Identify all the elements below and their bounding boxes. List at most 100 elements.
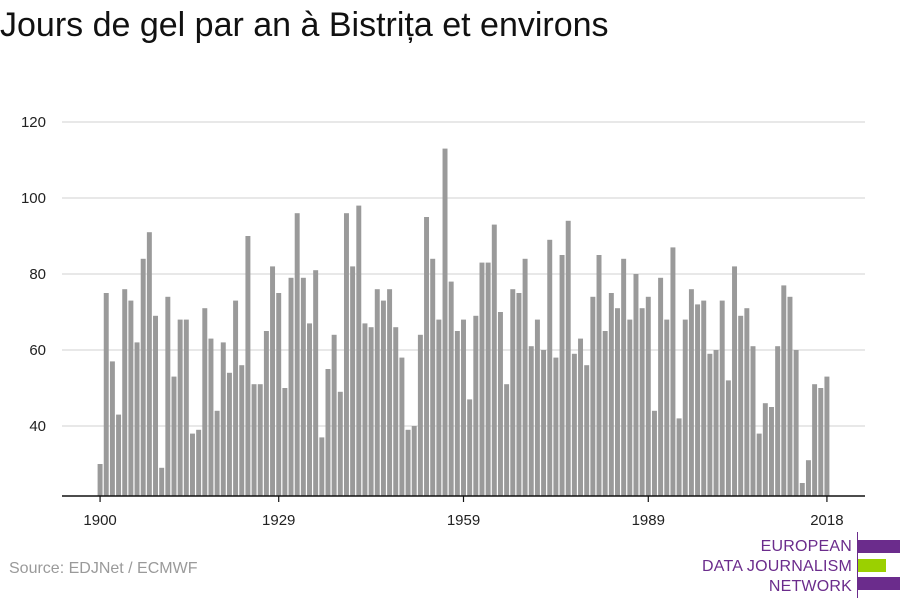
bar-1905 bbox=[128, 300, 134, 496]
bar-1960 bbox=[467, 399, 473, 496]
y-tick-label-60: 60 bbox=[29, 342, 46, 359]
bar-1964 bbox=[491, 224, 497, 496]
logo-bar-purple-bottom bbox=[858, 577, 900, 590]
logo-bar-green bbox=[858, 559, 886, 572]
bar-1968 bbox=[516, 293, 522, 496]
bars bbox=[97, 148, 830, 497]
bar-1986 bbox=[627, 319, 633, 496]
bar-2005 bbox=[744, 308, 750, 496]
edjnet-logo: EUROPEAN DATA JOURNALISM NETWORK bbox=[680, 532, 900, 598]
x-tick-label-1929: 1929 bbox=[262, 512, 295, 529]
bar-2010 bbox=[775, 346, 781, 496]
bar-1911 bbox=[165, 296, 171, 496]
y-tick-label-80: 80 bbox=[29, 266, 46, 283]
bar-1989 bbox=[645, 296, 651, 496]
chart-title: Jours de gel par an à Bistrița et enviro… bbox=[0, 6, 609, 44]
bar-1901 bbox=[103, 293, 109, 496]
bar-1917 bbox=[202, 308, 208, 496]
bar-1993 bbox=[670, 247, 676, 496]
bar-2009 bbox=[769, 407, 774, 496]
bar-1966 bbox=[504, 384, 510, 496]
bar-1914 bbox=[183, 319, 189, 496]
bar-1963 bbox=[485, 262, 491, 496]
bar-1980 bbox=[590, 296, 596, 496]
bar-1949 bbox=[399, 357, 405, 496]
bar-1981 bbox=[596, 255, 602, 496]
bar-1996 bbox=[688, 289, 694, 496]
source-note: Source: EDJNet / ECMWF bbox=[9, 560, 198, 577]
bar-1962 bbox=[479, 262, 485, 496]
logo-line-2: DATA JOURNALISM bbox=[702, 558, 852, 575]
tick-labels: 40 60 80 100 120 1900 1929 1959 1989 2018 bbox=[21, 114, 844, 529]
bar-1924 bbox=[245, 236, 251, 496]
bar-1920 bbox=[220, 342, 226, 496]
bar-2003 bbox=[732, 266, 738, 496]
bar-1967 bbox=[510, 289, 516, 496]
bar-1985 bbox=[621, 258, 627, 496]
bar-1922 bbox=[233, 300, 239, 496]
bar-1959 bbox=[461, 319, 466, 496]
bar-1998 bbox=[701, 300, 707, 496]
bar-1952 bbox=[417, 334, 423, 496]
bar-1903 bbox=[116, 414, 122, 496]
bar-2007 bbox=[756, 433, 762, 496]
bar-1918 bbox=[208, 338, 214, 496]
bar-1994 bbox=[676, 418, 682, 496]
y-tick-label-100: 100 bbox=[21, 190, 46, 207]
bar-1930 bbox=[282, 388, 288, 496]
bar-1919 bbox=[214, 410, 220, 496]
bar-1945 bbox=[374, 289, 380, 496]
bar-2017 bbox=[818, 388, 824, 496]
bar-1936 bbox=[319, 437, 325, 496]
bar-1933 bbox=[300, 277, 306, 496]
bar-1938 bbox=[331, 334, 337, 496]
bar-2014 bbox=[799, 483, 805, 496]
bar-2015 bbox=[805, 460, 811, 496]
bar-1915 bbox=[189, 433, 195, 496]
bar-1902 bbox=[109, 361, 115, 496]
bar-1900 bbox=[97, 464, 103, 496]
bar-1941 bbox=[350, 266, 356, 496]
bar-1965 bbox=[497, 312, 503, 496]
bar-1999 bbox=[707, 353, 713, 496]
bar-1972 bbox=[541, 350, 547, 496]
bar-2016 bbox=[812, 384, 818, 496]
bar-1944 bbox=[368, 327, 374, 496]
bar-1977 bbox=[571, 353, 577, 496]
bar-1931 bbox=[288, 277, 294, 496]
bar-2004 bbox=[738, 315, 744, 496]
bar-1975 bbox=[559, 255, 565, 496]
bar-1983 bbox=[608, 293, 614, 496]
bar-2002 bbox=[725, 380, 731, 496]
bar-1987 bbox=[633, 274, 639, 496]
bar-1932 bbox=[294, 213, 300, 496]
bar-1948 bbox=[393, 327, 399, 496]
x-tick-label-1900: 1900 bbox=[83, 512, 116, 529]
bar-1927 bbox=[263, 331, 269, 496]
bar-1957 bbox=[448, 281, 454, 496]
bar-1904 bbox=[122, 289, 128, 496]
bar-1979 bbox=[584, 365, 590, 496]
bar-1988 bbox=[639, 308, 645, 496]
logo-separator bbox=[857, 532, 858, 598]
bar-1955 bbox=[436, 319, 442, 496]
bar-1909 bbox=[153, 315, 158, 496]
bar-1939 bbox=[337, 391, 343, 496]
bar-1923 bbox=[239, 365, 245, 496]
y-tick-label-120: 120 bbox=[21, 114, 46, 131]
bar-1925 bbox=[251, 384, 257, 496]
bar-1991 bbox=[658, 277, 664, 496]
bar-1946 bbox=[380, 300, 386, 496]
bar-1958 bbox=[454, 331, 460, 496]
bar-1940 bbox=[343, 213, 349, 496]
bar-1973 bbox=[547, 239, 553, 497]
bar-1971 bbox=[534, 319, 540, 496]
bar-1916 bbox=[196, 429, 202, 496]
bar-1942 bbox=[356, 205, 362, 496]
bar-1937 bbox=[325, 369, 331, 496]
bar-1950 bbox=[405, 429, 411, 496]
bar-1908 bbox=[146, 232, 152, 496]
bar-1951 bbox=[411, 426, 417, 496]
logo-line-3: NETWORK bbox=[768, 578, 852, 595]
